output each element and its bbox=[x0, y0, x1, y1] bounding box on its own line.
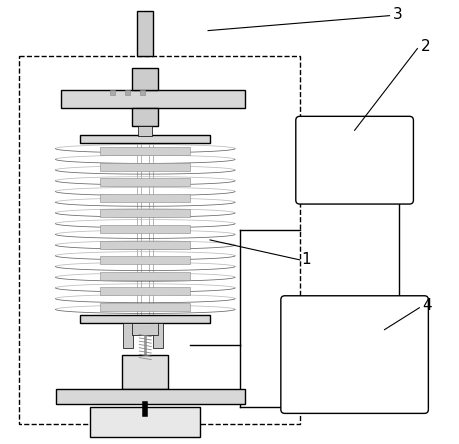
Bar bbox=[137, 11, 153, 56]
Bar bbox=[56, 389, 245, 404]
Bar bbox=[140, 91, 145, 95]
Bar bbox=[138, 126, 152, 136]
Bar bbox=[100, 210, 190, 218]
Bar bbox=[132, 108, 158, 126]
Bar bbox=[110, 91, 115, 95]
Bar bbox=[100, 194, 190, 202]
Bar bbox=[123, 323, 133, 348]
Text: 4: 4 bbox=[421, 298, 431, 313]
Bar bbox=[100, 256, 190, 264]
Bar bbox=[19, 56, 299, 424]
Bar bbox=[80, 315, 210, 323]
Bar bbox=[100, 287, 190, 295]
Bar bbox=[132, 68, 158, 91]
Bar bbox=[100, 147, 190, 155]
Bar bbox=[132, 323, 158, 335]
Bar bbox=[100, 163, 190, 170]
Bar bbox=[125, 91, 130, 95]
FancyBboxPatch shape bbox=[295, 116, 413, 204]
Bar bbox=[100, 241, 190, 249]
Bar bbox=[122, 355, 168, 389]
Bar bbox=[153, 323, 163, 348]
Text: 3: 3 bbox=[392, 7, 401, 22]
Bar bbox=[100, 303, 190, 311]
Text: 1: 1 bbox=[301, 252, 311, 267]
Text: 2: 2 bbox=[420, 39, 429, 54]
Bar bbox=[100, 272, 190, 280]
Bar bbox=[100, 225, 190, 233]
Bar bbox=[100, 178, 190, 186]
FancyBboxPatch shape bbox=[280, 296, 427, 413]
Bar bbox=[90, 408, 200, 437]
Bar bbox=[80, 135, 210, 143]
Bar bbox=[61, 91, 245, 108]
